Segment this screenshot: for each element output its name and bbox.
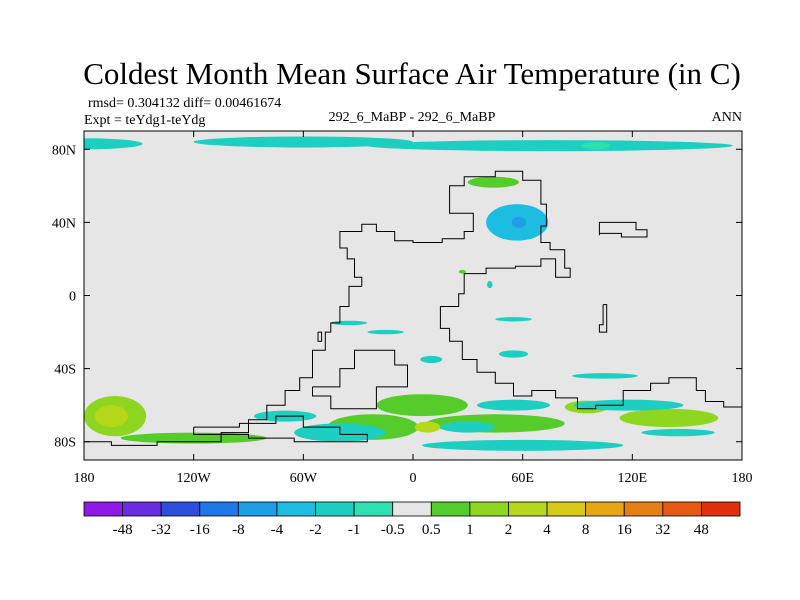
colorbar-label: -2 bbox=[309, 522, 322, 538]
colorbar-swatch bbox=[315, 501, 355, 517]
anomaly-region-north-continent-core bbox=[511, 216, 527, 228]
case-label: 292_6_MaBP - 292_6_MaBP bbox=[329, 110, 496, 125]
anomaly-region-southern-warm-band-a bbox=[376, 394, 468, 417]
anomaly-region-north-continent-rim bbox=[467, 176, 520, 188]
colorbar-swatch bbox=[276, 501, 316, 517]
south-inner-outline bbox=[312, 349, 408, 410]
north-continent-outline bbox=[339, 170, 742, 410]
colorbar-label: 16 bbox=[617, 522, 633, 538]
colorbar-swatch bbox=[353, 501, 394, 517]
colorbar-swatch bbox=[701, 501, 741, 517]
colorbar-label: 8 bbox=[582, 522, 590, 538]
colorbar-label: -0.5 bbox=[381, 522, 405, 538]
colorbar-swatch bbox=[83, 501, 123, 517]
colorbar: -48 -32 -16 -8 -4 -2 -1 -0.5 0.5 1 2 4 8 16 32 48 bbox=[83, 501, 741, 538]
x-axis: 180 120W 60W 0 60E 120E 180 bbox=[74, 131, 753, 486]
anomaly-region-southern-warm-edge bbox=[120, 432, 267, 444]
colorbar-label: 1 bbox=[466, 522, 474, 538]
pacific-island-outline bbox=[317, 331, 323, 342]
colorbar-swatch bbox=[430, 501, 471, 517]
stats-label: rmsd= 0.304132 diff= 0.00461674 bbox=[88, 96, 281, 111]
colorbar-label: 48 bbox=[694, 522, 709, 538]
y-tick-label: 40N bbox=[52, 216, 76, 231]
anomaly-region-southern-pacific-core bbox=[94, 405, 128, 428]
east-island-outline bbox=[598, 221, 648, 238]
x-tick-label: 60E bbox=[511, 471, 534, 486]
season-label: ANN bbox=[712, 110, 742, 125]
y-axis: 80N 40N 0 40S 80S bbox=[52, 143, 742, 451]
anomaly-fills bbox=[84, 136, 733, 451]
colorbar-swatch bbox=[392, 501, 432, 517]
anomaly-region-south-streak-2 bbox=[367, 329, 404, 335]
colorbar-swatch bbox=[199, 501, 239, 517]
anomaly-region-southern-warm-spot bbox=[414, 421, 441, 433]
anomaly-region-southern-warm-band-e bbox=[619, 408, 719, 428]
x-tick-label: 120W bbox=[177, 471, 212, 486]
chart-title: Coldest Month Mean Surface Air Temperatu… bbox=[83, 56, 741, 91]
colorbar-label: 4 bbox=[543, 522, 551, 538]
colorbar-label: 32 bbox=[655, 522, 670, 538]
colorbar-label: -1 bbox=[348, 522, 361, 538]
colorbar-swatch bbox=[508, 501, 548, 517]
anomaly-region-tropical-cold bbox=[487, 280, 493, 289]
anomaly-region-south-streak-5 bbox=[420, 355, 443, 364]
x-tick-label: 180 bbox=[74, 471, 95, 486]
south-continent-outline bbox=[84, 285, 362, 446]
anomaly-region-arctic-band-center bbox=[193, 136, 413, 148]
colorbar-swatch bbox=[585, 501, 625, 517]
anomaly-region-southern-cold-d bbox=[440, 421, 496, 433]
anomaly-region-arctic-band-west bbox=[84, 138, 143, 150]
colorbar-swatch bbox=[122, 501, 162, 517]
x-tick-label: 0 bbox=[410, 471, 417, 486]
colorbar-swatch bbox=[469, 501, 509, 517]
y-tick-label: 0 bbox=[69, 290, 76, 305]
colorbar-swatch bbox=[237, 501, 278, 517]
colorbar-label: -8 bbox=[232, 522, 245, 538]
colorbar-label: 0.5 bbox=[422, 522, 441, 538]
colorbar-label: -32 bbox=[151, 522, 171, 538]
x-tick-label: 60W bbox=[290, 471, 318, 486]
colorbar-label: -16 bbox=[190, 522, 210, 538]
colorbar-swatch bbox=[160, 501, 201, 517]
y-tick-label: 80S bbox=[54, 436, 76, 451]
y-tick-label: 40S bbox=[54, 363, 76, 378]
anomaly-region-southern-cold-f bbox=[422, 439, 624, 451]
colorbar-swatch bbox=[623, 501, 664, 517]
anomaly-region-south-streak-6 bbox=[572, 373, 638, 379]
antarctic-shelf-outline bbox=[193, 415, 368, 443]
colorbar-swatch bbox=[662, 501, 702, 517]
colorbar-label: -48 bbox=[113, 522, 133, 538]
y-tick-label: 80N bbox=[52, 143, 76, 158]
anomaly-region-southern-cold-g bbox=[641, 428, 715, 437]
x-tick-label: 120E bbox=[618, 471, 648, 486]
anomaly-region-south-streak-4 bbox=[498, 350, 529, 358]
anomaly-region-south-streak-3 bbox=[495, 317, 532, 322]
continent-outlines bbox=[84, 170, 742, 446]
small-island-outline bbox=[598, 304, 608, 333]
anomaly-region-tropical-warm bbox=[458, 269, 467, 274]
anomaly-region-southern-cold-e bbox=[573, 399, 684, 411]
colorbar-swatch bbox=[546, 501, 587, 517]
anomaly-region-southern-cold-c bbox=[476, 399, 551, 411]
anomaly-region-arctic-spot bbox=[581, 141, 611, 150]
x-tick-label: 180 bbox=[732, 471, 753, 486]
colorbar-label: -4 bbox=[271, 522, 284, 538]
colorbar-label: 2 bbox=[505, 522, 513, 538]
experiment-label: Expt = teYdg1-teYdg bbox=[84, 113, 205, 128]
anomaly-region-arctic-band-east bbox=[367, 140, 733, 152]
